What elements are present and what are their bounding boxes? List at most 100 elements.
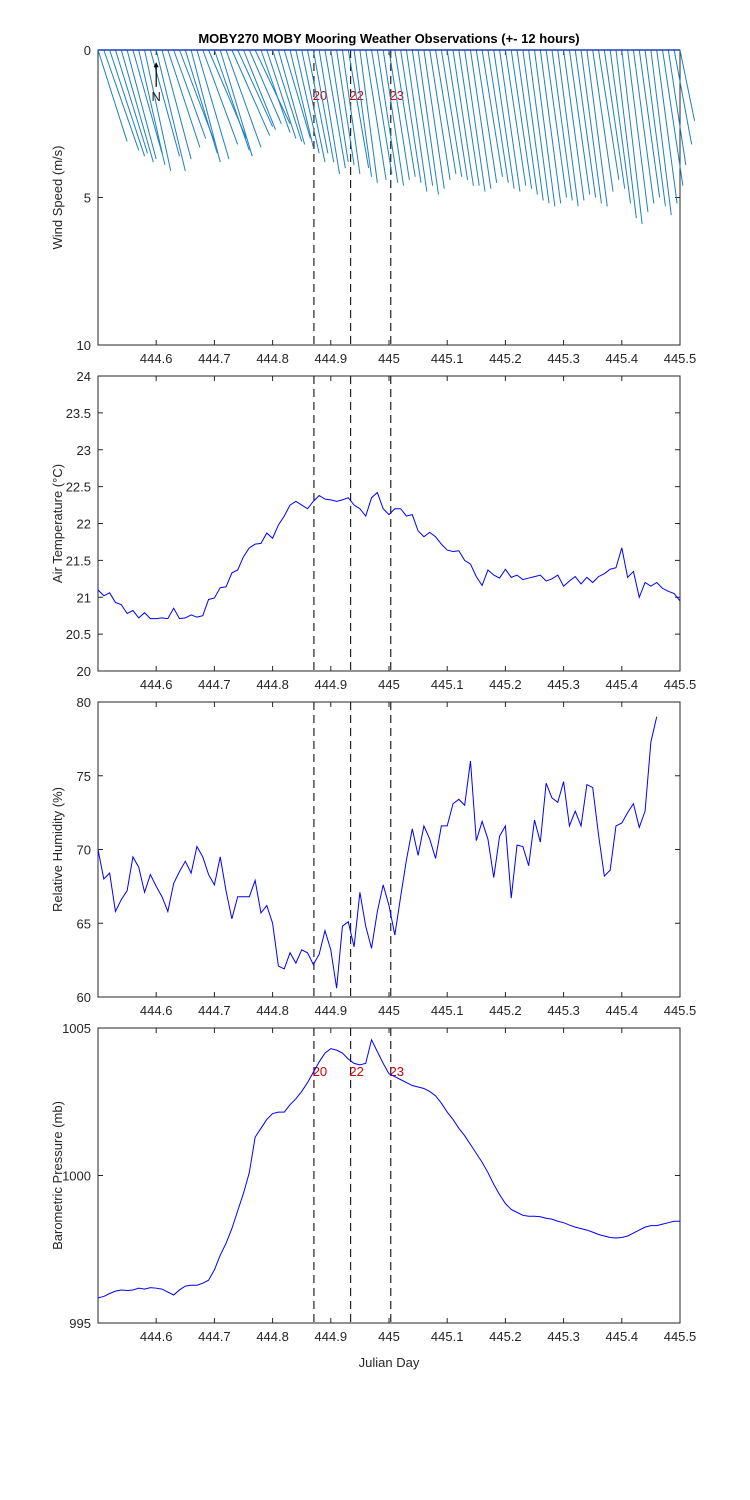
wind-stick	[161, 49, 192, 160]
wind-stick	[347, 49, 370, 169]
wind-stick	[283, 49, 311, 139]
y-tick-label: 80	[77, 695, 91, 710]
wind-stick	[673, 49, 693, 145]
y-tick-label: 20	[77, 664, 91, 679]
y-tick-label: 24	[77, 369, 91, 384]
wind-stick	[324, 49, 346, 169]
x-tick-label: 445.1	[431, 1329, 464, 1344]
plot-area	[97, 49, 681, 346]
wind-stick	[487, 49, 509, 183]
wind-stick	[376, 49, 399, 183]
wind-stick	[452, 49, 474, 186]
wind-stick	[318, 49, 341, 174]
wind-stick	[510, 49, 533, 189]
y-axis-label: Air Temperature (°C)	[50, 464, 65, 583]
y-tick-label: 1005	[62, 1021, 91, 1036]
wind-stick	[144, 49, 172, 172]
wind-stick	[545, 49, 568, 198]
wind-stick	[202, 49, 239, 145]
wind-stick	[248, 49, 282, 124]
x-tick-label: 445.4	[606, 351, 639, 366]
wind-stick	[382, 49, 405, 186]
y-tick-label: 1000	[62, 1169, 91, 1184]
wind-stick	[97, 49, 128, 142]
wind-stick	[289, 49, 314, 148]
y-tick-label: 20.5	[66, 627, 91, 642]
x-tick-label: 444.7	[198, 677, 231, 692]
wind-stick	[516, 49, 538, 195]
wind-stick	[394, 49, 416, 177]
y-axis-label: Wind Speed (m/s)	[50, 145, 65, 249]
y-tick-label: 22.5	[66, 480, 91, 495]
y-axis-label: Barometric Pressure (mb)	[50, 1101, 65, 1250]
wind-stick	[155, 49, 186, 172]
x-tick-label: 445.3	[547, 1329, 580, 1344]
wind-stick	[167, 49, 201, 148]
x-tick-label: 445	[378, 1003, 400, 1018]
north-label: N	[152, 89, 161, 104]
wind-stick	[528, 49, 550, 204]
wind-stick	[272, 49, 303, 142]
plot-area	[97, 701, 681, 998]
north-arrow-head-icon	[153, 62, 159, 68]
x-tick-label: 444.6	[140, 677, 173, 692]
y-tick-label: 21	[77, 590, 91, 605]
x-axis-label: Julian Day	[359, 1355, 420, 1370]
wind-stick	[429, 49, 451, 180]
event-label: 20	[313, 1064, 327, 1079]
wind-stick	[574, 49, 597, 198]
y-tick-label: 75	[77, 769, 91, 784]
wind-stick	[522, 49, 544, 201]
x-tick-label: 445.5	[664, 351, 697, 366]
wind-stick	[237, 49, 274, 127]
wind-stick	[243, 49, 276, 130]
x-tick-label: 444.8	[256, 677, 289, 692]
wind-stick	[504, 49, 527, 186]
y-tick-label: 23.5	[66, 406, 91, 421]
panel-2: 444.6 444.7 444.8 444.9 445 445.1 445.2 445.3 44…	[50, 369, 696, 692]
panel-4: 444.6 444.7 444.8 444.9 445 445.1 445.2 445.3 44…	[50, 1021, 696, 1370]
wind-stick	[330, 49, 349, 163]
wind-stick	[481, 49, 503, 177]
wind-stick	[405, 49, 428, 192]
wind-stick	[563, 49, 585, 201]
wind-stick	[411, 49, 434, 186]
wind-stick	[190, 49, 221, 163]
x-tick-label: 445.2	[489, 677, 522, 692]
y-tick-label: 21.5	[66, 553, 91, 568]
wind-stick	[534, 49, 556, 207]
wind-stick	[580, 49, 602, 204]
x-tick-label: 445	[378, 1329, 400, 1344]
wind-stick	[196, 49, 230, 160]
wind-stick	[592, 49, 614, 192]
wind-stick	[493, 49, 515, 189]
wind-stick	[446, 49, 469, 180]
wind-stick	[598, 49, 620, 180]
panel-1: 444.6 444.7 444.8 444.9 445 445.1 445.2 445.3 44…	[50, 31, 696, 366]
wind-stick	[539, 49, 562, 204]
wind-sticks	[97, 49, 696, 225]
event-label: 23	[390, 1064, 404, 1079]
wind-stick	[365, 49, 387, 180]
y-tick-label: 60	[77, 990, 91, 1005]
wind-stick	[464, 49, 486, 192]
wind-stick	[126, 49, 157, 160]
wind-stick	[359, 49, 378, 183]
y-tick-label: 23	[77, 443, 91, 458]
x-tick-label: 445.4	[606, 677, 639, 692]
x-tick-label: 445.1	[431, 677, 464, 692]
event-label: 22	[349, 1064, 363, 1079]
wind-stick	[295, 49, 320, 154]
x-tick-label: 444.6	[140, 351, 173, 366]
panel-3: 444.6 444.7 444.8 444.9 445 445.1 445.2 445.3 44…	[50, 695, 696, 1018]
wind-stick	[353, 49, 373, 177]
wind-stick	[109, 49, 146, 157]
wind-stick	[277, 49, 306, 145]
x-tick-label: 445.1	[431, 1003, 464, 1018]
x-tick-label: 445.2	[489, 1329, 522, 1344]
event-label: 20	[313, 88, 327, 103]
x-tick-label: 444.7	[198, 1329, 231, 1344]
y-tick-label: 70	[77, 843, 91, 858]
x-tick-label: 445.2	[489, 351, 522, 366]
